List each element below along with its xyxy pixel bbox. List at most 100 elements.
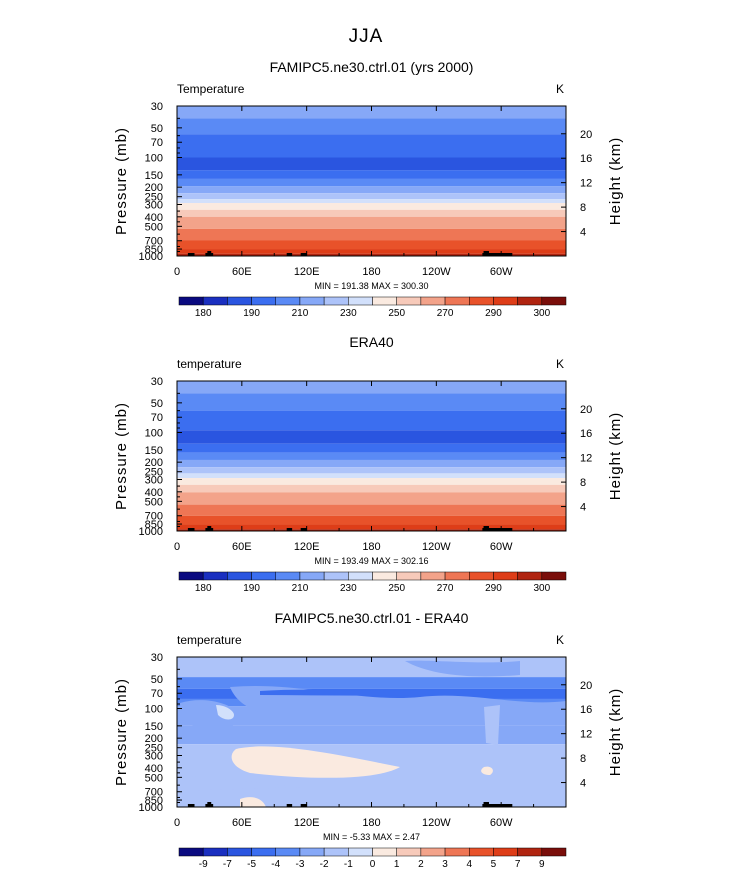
anomaly-region — [216, 705, 234, 720]
colorbar-label: -9 — [199, 859, 208, 870]
x-tick-label: 180 — [362, 266, 380, 278]
colorbar-label: -1 — [344, 859, 353, 870]
contour-band — [177, 240, 566, 250]
y-axis-right-title: Height (km) — [607, 412, 624, 501]
topography-mask — [300, 253, 307, 256]
y-right-tick-label: 4 — [580, 778, 586, 790]
y-right-tick-label: 20 — [580, 129, 592, 141]
colorbar-box — [275, 571, 301, 581]
colorbar-label: 1 — [394, 859, 400, 870]
colorbar-box — [493, 296, 518, 306]
topography-mask — [187, 804, 195, 807]
y-tick-label: 400 — [145, 212, 163, 224]
colorbar-box — [323, 847, 349, 857]
y-axis-title: Pressure (mb) — [113, 678, 130, 786]
colorbar-box — [420, 847, 446, 857]
y-right-tick-label: 16 — [580, 704, 592, 716]
colorbar-box — [299, 847, 325, 857]
y-right-tick-label: 12 — [580, 178, 592, 190]
colorbar-box — [444, 571, 470, 581]
colorbar-box — [469, 296, 494, 306]
contour-band — [177, 410, 566, 431]
contour-band — [177, 134, 566, 158]
colorbar-box — [251, 571, 276, 581]
x-tick-label: 120E — [294, 541, 320, 553]
y-tick-label: 70 — [151, 412, 163, 424]
colorbar-label: -2 — [320, 859, 329, 870]
contour-band — [177, 478, 566, 485]
topography-mask — [482, 804, 513, 807]
colorbar-box — [469, 571, 494, 581]
y-tick-label: 400 — [145, 487, 163, 499]
contour-band — [177, 677, 566, 689]
colorbar-box — [372, 571, 397, 581]
y-right-tick-label: 8 — [580, 477, 586, 489]
contour-band — [177, 178, 566, 187]
y-right-tick-label: 8 — [580, 202, 586, 214]
y-tick-label: 50 — [151, 123, 163, 135]
suptitle: JJA — [349, 26, 384, 47]
colorbar-box — [517, 296, 543, 306]
contour-band — [177, 393, 566, 411]
topography-mask — [300, 528, 307, 531]
colorbar-label: 290 — [485, 308, 502, 319]
contour-band — [177, 452, 566, 460]
x-tick-label: 120W — [422, 541, 451, 553]
y-tick-label: 150 — [145, 721, 163, 733]
colorbar-label: 5 — [491, 859, 497, 870]
panel-title: FAMIPC5.ne30.ctrl.01 - ERA40 — [275, 610, 469, 626]
anomaly-region — [520, 793, 566, 807]
colorbar-box — [348, 296, 373, 306]
colorbar-box — [299, 571, 325, 581]
contour-band — [177, 492, 566, 505]
colorbar-box — [396, 571, 422, 581]
anomaly-region — [260, 689, 440, 696]
colorbar-box — [323, 296, 349, 306]
colorbar-box — [517, 847, 543, 857]
x-tick-label: 120W — [422, 817, 451, 829]
plot-area — [177, 106, 566, 256]
y-tick-label: 250 — [145, 743, 163, 755]
colorbar-box — [517, 571, 543, 581]
y-tick-label: 50 — [151, 674, 163, 686]
contour-band — [177, 430, 566, 444]
colorbar-box — [178, 296, 204, 306]
colorbar-label: 0 — [370, 859, 376, 870]
colorbar-label: 210 — [292, 583, 309, 594]
y-right-tick-label: 4 — [580, 227, 586, 239]
colorbar-label: -4 — [271, 859, 280, 870]
y-axis-title: Pressure (mb) — [113, 127, 130, 235]
colorbar-box — [541, 296, 567, 306]
y-tick-label: 200 — [145, 457, 163, 469]
colorbar-box — [396, 847, 422, 857]
anomaly-region — [177, 775, 300, 791]
x-tick-label: 60E — [232, 541, 252, 553]
y-tick-label: 150 — [145, 445, 163, 457]
colorbar-box — [202, 296, 228, 306]
y-tick-label: 300 — [145, 474, 163, 486]
colorbar-box — [493, 571, 518, 581]
y-right-tick-label: 20 — [580, 404, 592, 416]
colorbar-label: 3 — [442, 859, 448, 870]
colorbar-label: 230 — [340, 583, 357, 594]
colorbar-label: 210 — [292, 308, 309, 319]
colorbar-label: -3 — [295, 859, 304, 870]
colorbar-box — [202, 571, 228, 581]
x-tick-label: 120E — [294, 266, 320, 278]
contour-band — [177, 170, 566, 179]
colorbar-box — [178, 571, 204, 581]
colorbar-label: 190 — [243, 583, 260, 594]
colorbar-box — [444, 296, 470, 306]
y-tick-label: 1000 — [139, 251, 163, 263]
y-tick-label: 200 — [145, 182, 163, 194]
x-tick-label: 0 — [174, 266, 180, 278]
y-tick-label: 700 — [145, 236, 163, 248]
colorbar-box — [541, 571, 567, 581]
anomaly-region — [405, 660, 520, 677]
topography-mask — [300, 804, 307, 807]
y-tick-label: 30 — [151, 652, 163, 664]
contour-band — [177, 725, 566, 745]
colorbar-box — [420, 296, 446, 306]
contour-band — [177, 216, 566, 229]
contour-band — [177, 381, 566, 394]
